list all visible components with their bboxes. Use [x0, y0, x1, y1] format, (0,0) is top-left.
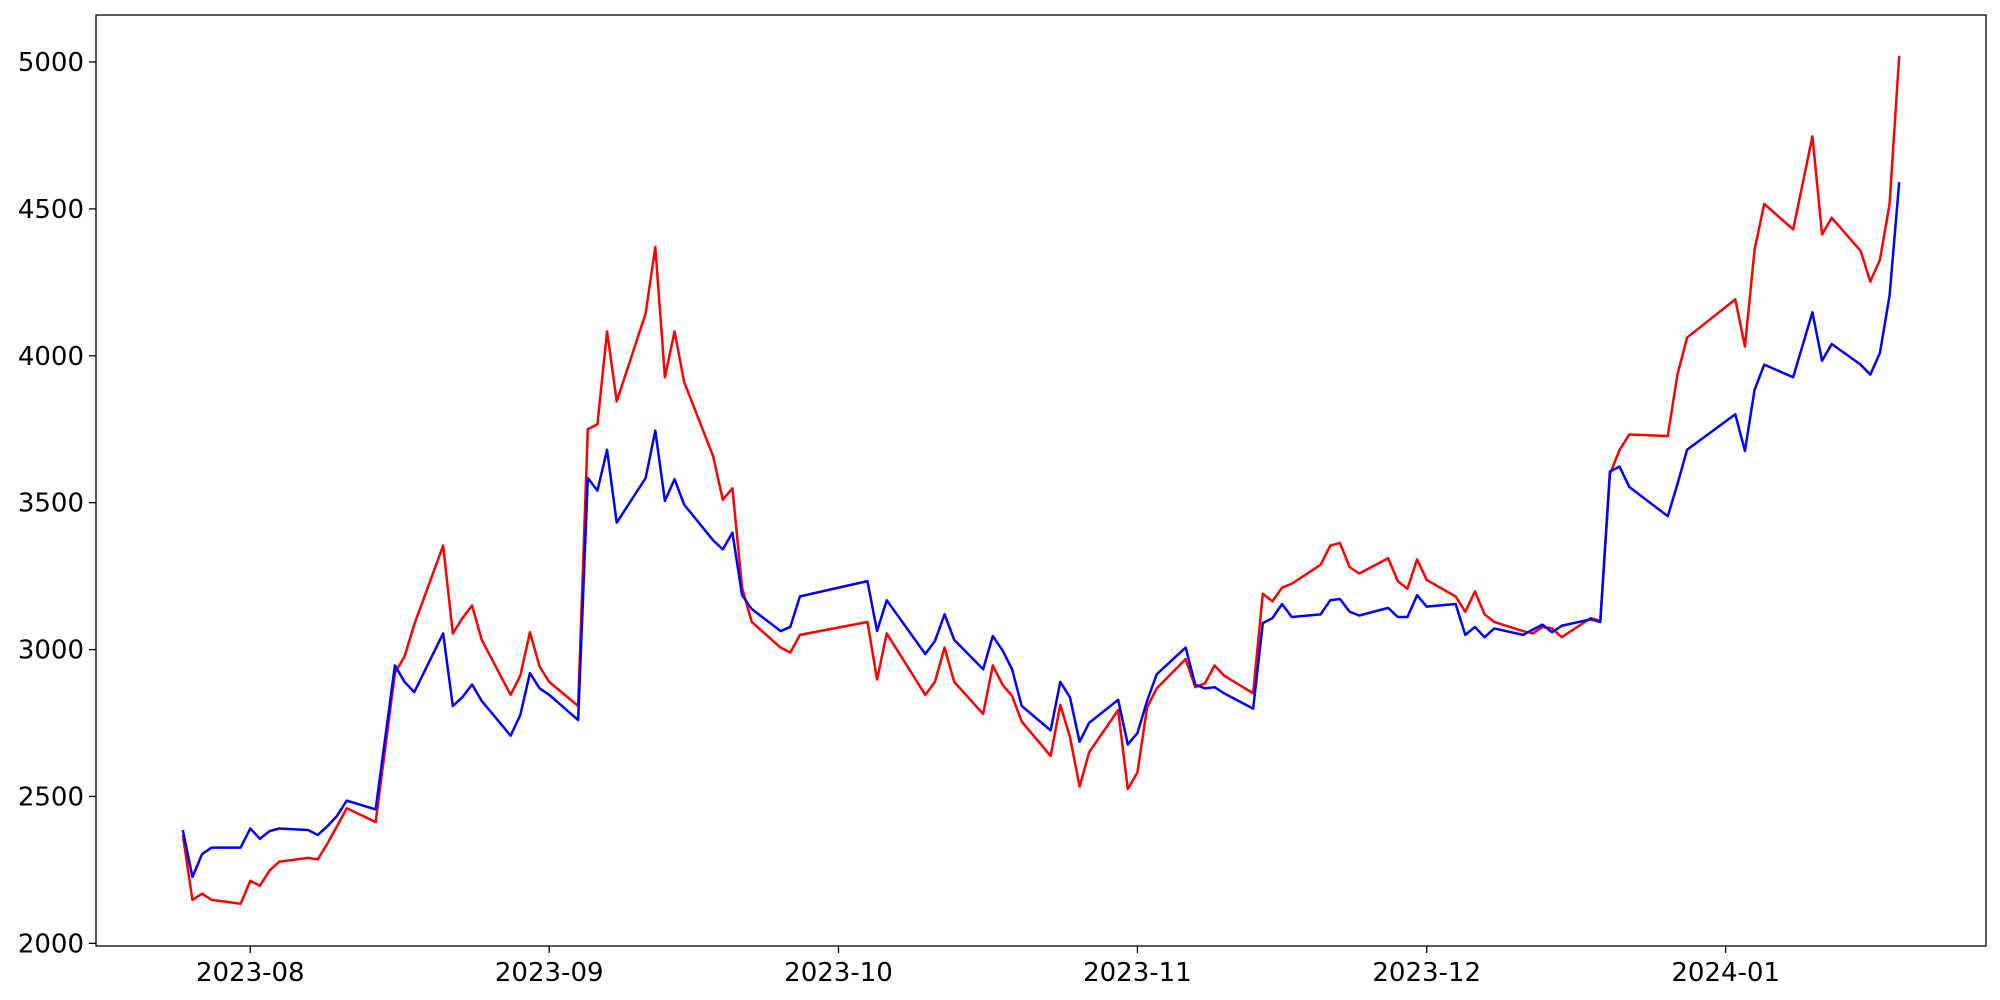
x-tick-label: 2023-08: [196, 958, 305, 988]
line-series: [181, 182, 1901, 879]
x-tick-label: 2023-11: [1083, 958, 1192, 988]
y-tick-label: 5000: [18, 48, 84, 78]
line-series: [181, 55, 1901, 905]
plot-frame: [95, 14, 1987, 947]
y-tick-label: 2500: [18, 782, 84, 812]
y-tick-label: 3500: [18, 489, 84, 519]
x-tick-label: 2023-12: [1372, 958, 1481, 988]
x-tick-label: 2023-10: [784, 958, 893, 988]
y-tick-label: 4500: [18, 195, 84, 225]
y-tick-label: 4000: [18, 342, 84, 372]
y-tick-label: 2000: [18, 929, 84, 959]
x-tick-label: 2024-01: [1671, 958, 1780, 988]
x-tick-label: 2023-09: [495, 958, 604, 988]
y-tick-label: 3000: [18, 636, 84, 666]
